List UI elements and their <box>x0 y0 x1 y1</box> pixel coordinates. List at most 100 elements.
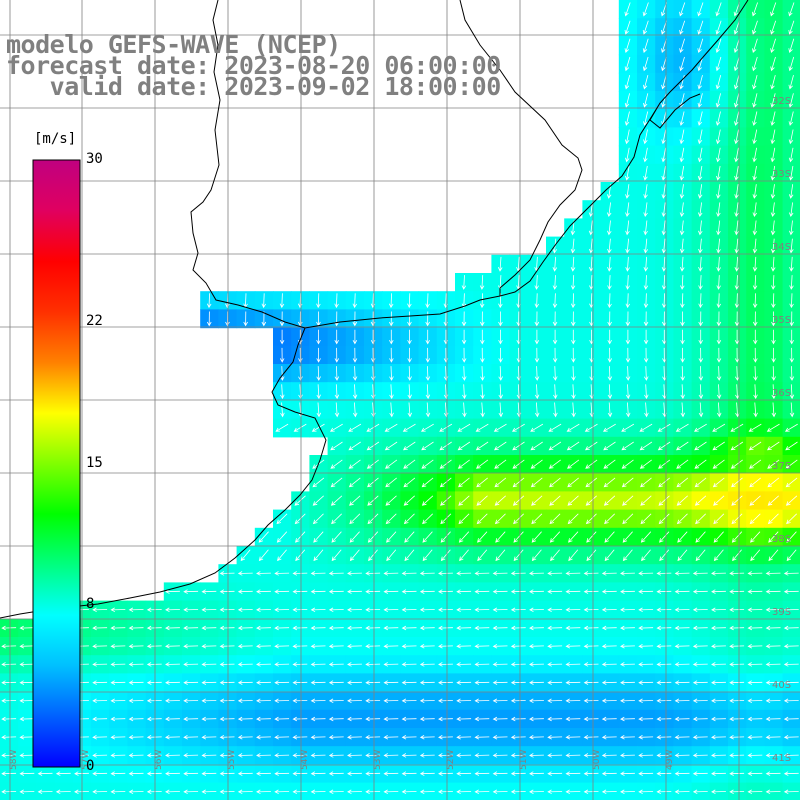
wind-arrow <box>731 531 743 543</box>
wind-arrow <box>752 74 758 90</box>
wind-arrow <box>570 311 576 327</box>
wind-arrow <box>638 607 654 613</box>
wind-arrow <box>698 311 703 327</box>
wind-arrow <box>92 789 108 795</box>
wind-arrow <box>553 384 558 400</box>
wind-arrow <box>765 662 781 667</box>
wind-arrow <box>747 625 763 631</box>
wind-arrow <box>712 423 726 432</box>
wind-arrow <box>237 607 253 613</box>
wind-arrow <box>438 643 453 649</box>
wind-arrow <box>331 549 342 562</box>
wind-arrow <box>749 513 761 525</box>
wind-arrow <box>622 549 633 562</box>
wind-arrow <box>638 662 654 667</box>
wind-arrow <box>770 256 776 272</box>
wind-arrow <box>498 329 503 345</box>
wind-arrow <box>383 589 399 594</box>
wind-arrow <box>310 734 326 740</box>
wind-arrow <box>476 513 488 525</box>
wind-arrow <box>571 347 576 363</box>
wind-arrow <box>680 329 685 345</box>
wind-arrow <box>419 571 435 576</box>
longitude-label: 57W <box>81 750 91 770</box>
wind-arrow <box>625 238 630 254</box>
wind-arrow <box>589 275 594 290</box>
wind-arrow <box>771 366 776 381</box>
wind-cell <box>327 546 347 565</box>
wind-arrow <box>165 625 180 631</box>
longitude-label: 54W <box>300 750 310 770</box>
latitude-label: 33S <box>772 169 791 180</box>
wind-arrow <box>492 716 508 722</box>
wind-arrow <box>601 716 617 722</box>
wind-arrow <box>586 531 597 543</box>
wind-arrow <box>679 220 685 236</box>
wind-cell <box>473 491 492 511</box>
wind-arrow <box>583 734 599 740</box>
wind-arrow <box>677 531 688 543</box>
wind-arrow <box>607 329 612 345</box>
colorbar-tick-label: 22 <box>86 312 103 329</box>
wind-arrow <box>661 202 667 218</box>
wind-arrow <box>531 495 543 506</box>
wind-cell <box>491 436 511 456</box>
wind-arrow <box>752 293 758 309</box>
wind-cell <box>546 546 565 565</box>
wind-arrow <box>279 366 285 381</box>
wind-arrow <box>225 311 230 327</box>
wind-arrow <box>785 459 798 469</box>
wind-arrow <box>474 680 490 685</box>
wind-arrow <box>456 716 472 722</box>
wind-arrow <box>697 111 703 126</box>
wind-arrow <box>624 129 630 145</box>
wind-arrow <box>456 662 472 667</box>
wind-cell <box>691 418 711 438</box>
wind-arrow <box>1 753 17 758</box>
wind-arrow <box>661 311 667 327</box>
wind-arrow <box>110 716 126 722</box>
wind-arrow <box>128 625 144 631</box>
wind-arrow <box>549 477 561 488</box>
wind-arrow <box>201 680 217 685</box>
wind-arrow <box>183 607 199 613</box>
wind-cell <box>418 491 438 511</box>
wind-arrow <box>237 771 253 776</box>
wind-cell <box>382 546 401 565</box>
wind-cell <box>782 382 800 401</box>
wind-arrow <box>571 329 576 345</box>
wind-arrow <box>277 549 287 562</box>
longitude-label: 52W <box>446 750 456 770</box>
wind-arrow <box>621 477 634 488</box>
wind-arrow <box>789 275 794 290</box>
wind-arrow <box>349 513 361 525</box>
wind-arrow <box>274 571 290 576</box>
wind-arrow <box>480 347 485 363</box>
wind-arrow <box>604 549 615 562</box>
wind-arrow <box>219 716 235 722</box>
wind-arrow <box>570 256 576 272</box>
wind-arrow <box>715 111 721 126</box>
wind-arrow <box>752 20 758 35</box>
wind-arrow <box>656 680 672 685</box>
wind-arrow <box>347 680 362 685</box>
wind-arrow <box>747 643 763 649</box>
wind-arrow <box>601 607 617 613</box>
wind-arrow <box>401 607 417 613</box>
wind-arrow <box>638 753 654 758</box>
wind-arrow <box>498 384 503 400</box>
wind-arrow <box>567 477 579 488</box>
wind-arrow <box>750 549 761 562</box>
wind-arrow <box>461 329 467 345</box>
wind-arrow <box>37 771 53 776</box>
wind-arrow <box>770 93 776 108</box>
wind-arrow <box>492 625 508 631</box>
wind-arrow <box>371 384 376 400</box>
wind-arrow <box>747 789 763 795</box>
wind-arrow <box>183 698 199 704</box>
wind-arrow <box>715 93 721 108</box>
wind-arrow <box>625 366 631 381</box>
wind-arrow <box>456 571 472 576</box>
wind-arrow <box>219 607 235 613</box>
wind-cell <box>327 436 347 456</box>
